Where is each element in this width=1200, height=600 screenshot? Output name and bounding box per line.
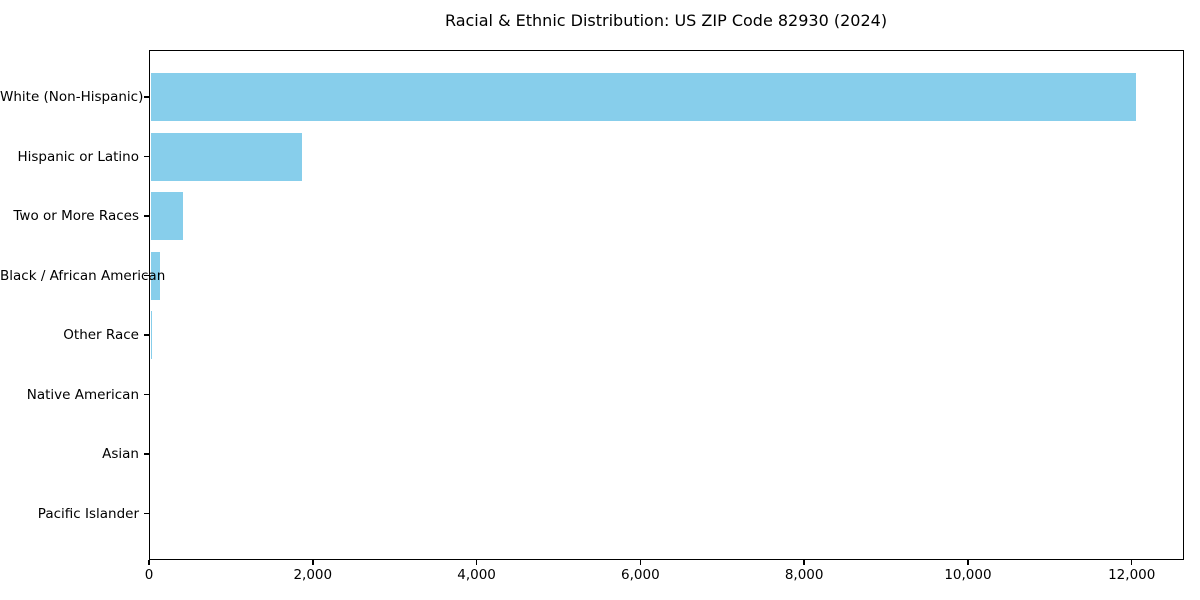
x-tick-mark — [148, 559, 150, 565]
y-tick-mark — [144, 393, 149, 396]
x-tick-label: 0 — [144, 567, 154, 583]
y-tick-mark — [144, 512, 149, 515]
x-tick-label: 8,000 — [784, 567, 824, 583]
x-tick-label: 10,000 — [944, 567, 992, 583]
x-tick-mark — [312, 559, 314, 565]
x-tick-mark — [1130, 559, 1133, 565]
y-tick-mark — [144, 96, 149, 98]
bar-hispanic-or-latino — [150, 132, 303, 181]
y-tick-mark — [144, 215, 149, 217]
y-tick-label: Hispanic or Latino — [17, 148, 139, 165]
y-tick-mark — [144, 274, 149, 277]
y-tick-label: Native American — [26, 386, 139, 403]
x-tick-label: 4,000 — [457, 567, 496, 583]
plot-area — [149, 50, 1184, 560]
x-tick-label: 12,000 — [1108, 567, 1156, 583]
x-tick-mark — [967, 559, 969, 565]
y-tick-label: Two or More Races — [13, 208, 139, 224]
y-tick-mark — [144, 334, 149, 336]
bar-white-non-hispanic- — [150, 73, 1136, 121]
x-tick-mark — [803, 559, 805, 565]
bar-other-race — [150, 311, 152, 359]
y-tick-label: Pacific Islander — [37, 505, 139, 522]
bar-black-african-american — [150, 251, 161, 300]
y-tick-label: Asian — [102, 446, 139, 462]
y-tick-label: Black / African American — [0, 267, 166, 284]
x-tick-label: 6,000 — [621, 567, 660, 583]
bar-two-or-more-races — [150, 192, 183, 240]
y-tick-mark — [144, 155, 149, 158]
x-tick-label: 2,000 — [293, 567, 333, 583]
x-tick-mark — [475, 559, 478, 565]
y-tick-mark — [144, 453, 149, 455]
x-tick-mark — [639, 559, 642, 565]
chart-title: Racial & Ethnic Distribution: US ZIP Cod… — [444, 11, 888, 30]
y-tick-label: Other Race — [63, 327, 139, 343]
y-tick-label: White (Non-Hispanic) — [0, 89, 144, 105]
